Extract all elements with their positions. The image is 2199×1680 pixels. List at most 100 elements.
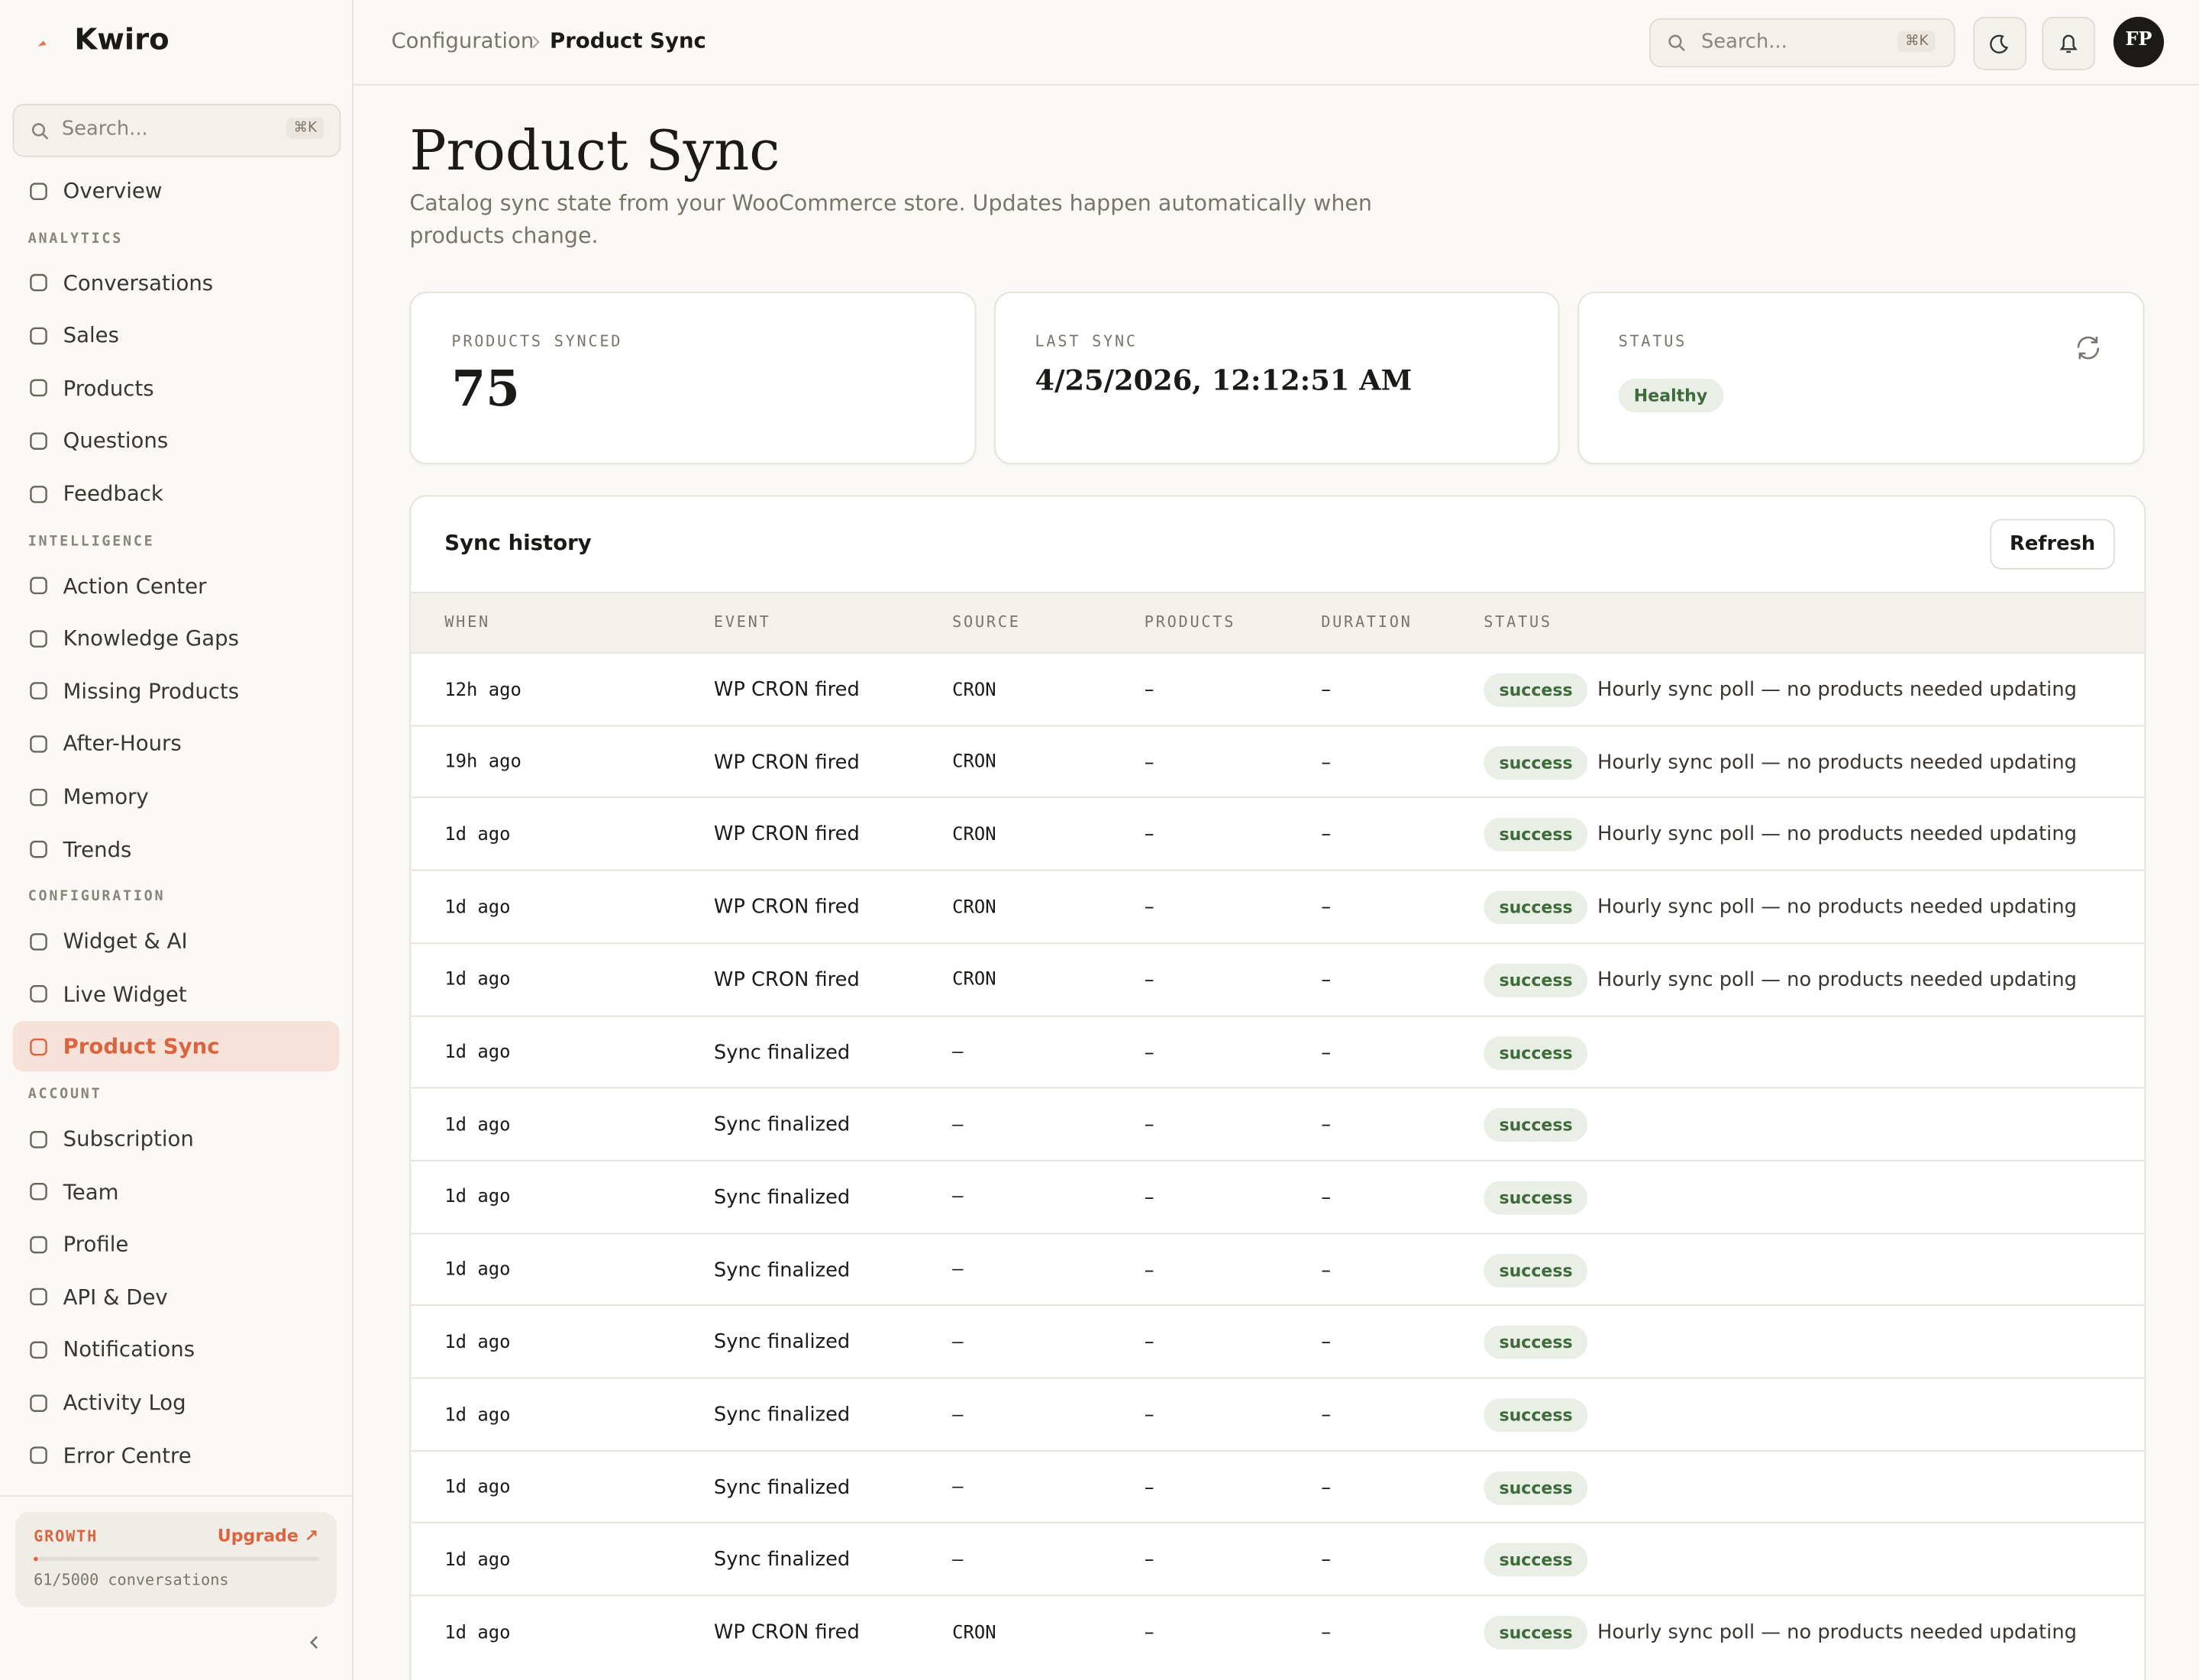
nav-label: Product Sync xyxy=(63,1034,220,1060)
nav-section-title: INTELLIGENCE xyxy=(27,534,155,550)
nav-icon xyxy=(30,327,47,344)
nav-item[interactable]: Feedback xyxy=(13,468,340,519)
source: – xyxy=(952,1187,964,1209)
logo xyxy=(37,40,47,47)
source: CRON xyxy=(952,1622,996,1643)
nav-icon xyxy=(30,1130,47,1148)
nav-item[interactable]: Missing Products xyxy=(13,666,340,716)
nav-item[interactable]: Sales xyxy=(13,310,340,360)
status-pill: success xyxy=(1484,818,1588,852)
status-pill: success xyxy=(1484,673,1588,707)
nav-label: Error Centre xyxy=(63,1443,192,1468)
status-note: Hourly sync poll — no products needed up… xyxy=(1597,896,2077,919)
brand-name: Kwiro xyxy=(74,22,170,57)
top-search[interactable]: Search... ⌘K xyxy=(1649,18,1955,68)
status-pill: success xyxy=(1484,1181,1588,1215)
nav-icon xyxy=(30,1236,47,1253)
avatar[interactable]: FP xyxy=(2113,17,2165,68)
nav-item[interactable]: API & Dev xyxy=(13,1272,340,1323)
source: CRON xyxy=(952,679,996,701)
nav-item[interactable]: After-Hours xyxy=(13,719,340,769)
nav-item[interactable]: Error Centre xyxy=(13,1430,340,1481)
table-row: 1d ago Sync finalized – – – success xyxy=(411,1377,2145,1452)
usage-bar xyxy=(34,1556,318,1562)
status-pill: success xyxy=(1484,890,1588,925)
when: 1d ago xyxy=(444,1187,511,1209)
search-icon xyxy=(31,123,49,140)
nav-item[interactable]: Product Sync xyxy=(12,1021,340,1072)
nav-item[interactable]: Profile xyxy=(13,1219,340,1269)
stat-card: PRODUCTS SYNCED 75 xyxy=(409,292,977,464)
nav-icon xyxy=(30,787,47,806)
event: Sync finalized xyxy=(713,1258,851,1282)
nav-icon xyxy=(30,932,47,951)
nav-label: Team xyxy=(63,1178,119,1205)
nav-item[interactable]: Products xyxy=(13,363,340,413)
source: – xyxy=(952,1404,964,1426)
stat-label: LAST SYNC xyxy=(1035,332,1138,351)
event: WP CRON fired xyxy=(713,751,860,774)
nav-item[interactable]: Notifications xyxy=(13,1325,340,1375)
event: WP CRON fired xyxy=(713,968,860,992)
when: 1d ago xyxy=(444,1042,511,1064)
nav-label: API & Dev xyxy=(63,1284,168,1310)
nav-item[interactable]: Questions xyxy=(13,415,340,466)
duration: – xyxy=(1321,823,1332,847)
plan-name: GROWTH xyxy=(34,1527,98,1546)
source: CRON xyxy=(952,969,996,991)
nav-label: After-Hours xyxy=(63,731,182,757)
sync-icon[interactable] xyxy=(2073,332,2104,363)
when: 1d ago xyxy=(444,1622,511,1643)
nav-label: Missing Products xyxy=(63,678,240,704)
nav-icon xyxy=(30,1183,47,1200)
stat-label: STATUS xyxy=(1618,332,1687,351)
table-row: 12h ago WP CRON fired CRON – – success Hourly … xyxy=(411,652,2145,726)
status-note: Hourly sync poll — no products needed up… xyxy=(1597,968,2077,992)
event: Sync finalized xyxy=(713,1186,851,1210)
upgrade-link[interactable]: Upgrade ↗ xyxy=(217,1526,318,1546)
stat-value: 75 xyxy=(451,360,520,418)
nav-item[interactable]: Subscription xyxy=(13,1113,340,1164)
duration: – xyxy=(1321,1404,1332,1426)
nav-label: Feedback xyxy=(63,481,163,507)
duration: – xyxy=(1321,968,1332,992)
nav-label: Live Widget xyxy=(63,981,187,1007)
nav-item[interactable]: Widget & AI xyxy=(13,916,340,967)
nav-item[interactable]: Action Center xyxy=(13,561,340,611)
nav-icon xyxy=(30,841,47,858)
duration: – xyxy=(1321,751,1332,774)
nav-item[interactable]: Conversations xyxy=(13,257,340,308)
nav-item[interactable]: Team xyxy=(13,1166,340,1216)
sidebar-search[interactable]: Search... ⌘K xyxy=(12,103,341,157)
nav-item[interactable]: Activity Log xyxy=(13,1378,340,1428)
stat-card: LAST SYNC 4/25/2026, 12:12:51 AM xyxy=(994,292,1560,464)
nav-item[interactable]: Memory xyxy=(13,771,340,822)
table-row: 1d ago WP CRON fired CRON – – success Hourly s… xyxy=(411,942,2145,1016)
status-pill: success xyxy=(1484,1035,1588,1070)
topbar: Configuration Product Sync Search... ⌘K … xyxy=(353,0,2199,86)
nav-item[interactable]: Trends xyxy=(13,824,340,874)
status-pill: success xyxy=(1484,1471,1588,1505)
duration: – xyxy=(1321,1331,1332,1354)
products: – xyxy=(1144,1113,1154,1137)
notifications-button[interactable] xyxy=(2042,17,2096,70)
table-row: 1d ago Sync finalized – – – success xyxy=(411,1232,2145,1307)
history-title: Sync history xyxy=(444,530,592,556)
column-header: EVENT xyxy=(713,612,771,632)
breadcrumb-parent[interactable]: Configuration xyxy=(391,27,534,53)
refresh-button[interactable]: Refresh xyxy=(1990,519,2115,570)
when: 1d ago xyxy=(444,969,511,991)
source: CRON xyxy=(952,897,996,919)
nav-icon xyxy=(30,432,47,450)
nav-item[interactable]: Knowledge Gaps xyxy=(13,613,340,664)
nav-item[interactable]: Overview xyxy=(13,166,340,216)
source: – xyxy=(952,1259,964,1281)
collapse-button[interactable] xyxy=(305,1633,322,1653)
nav-item[interactable]: Live Widget xyxy=(13,969,340,1019)
theme-toggle[interactable] xyxy=(1973,17,2027,70)
table-row: 1d ago Sync finalized – – – success xyxy=(411,1014,2145,1089)
duration: – xyxy=(1321,1549,1332,1572)
when: 19h ago xyxy=(444,751,521,774)
